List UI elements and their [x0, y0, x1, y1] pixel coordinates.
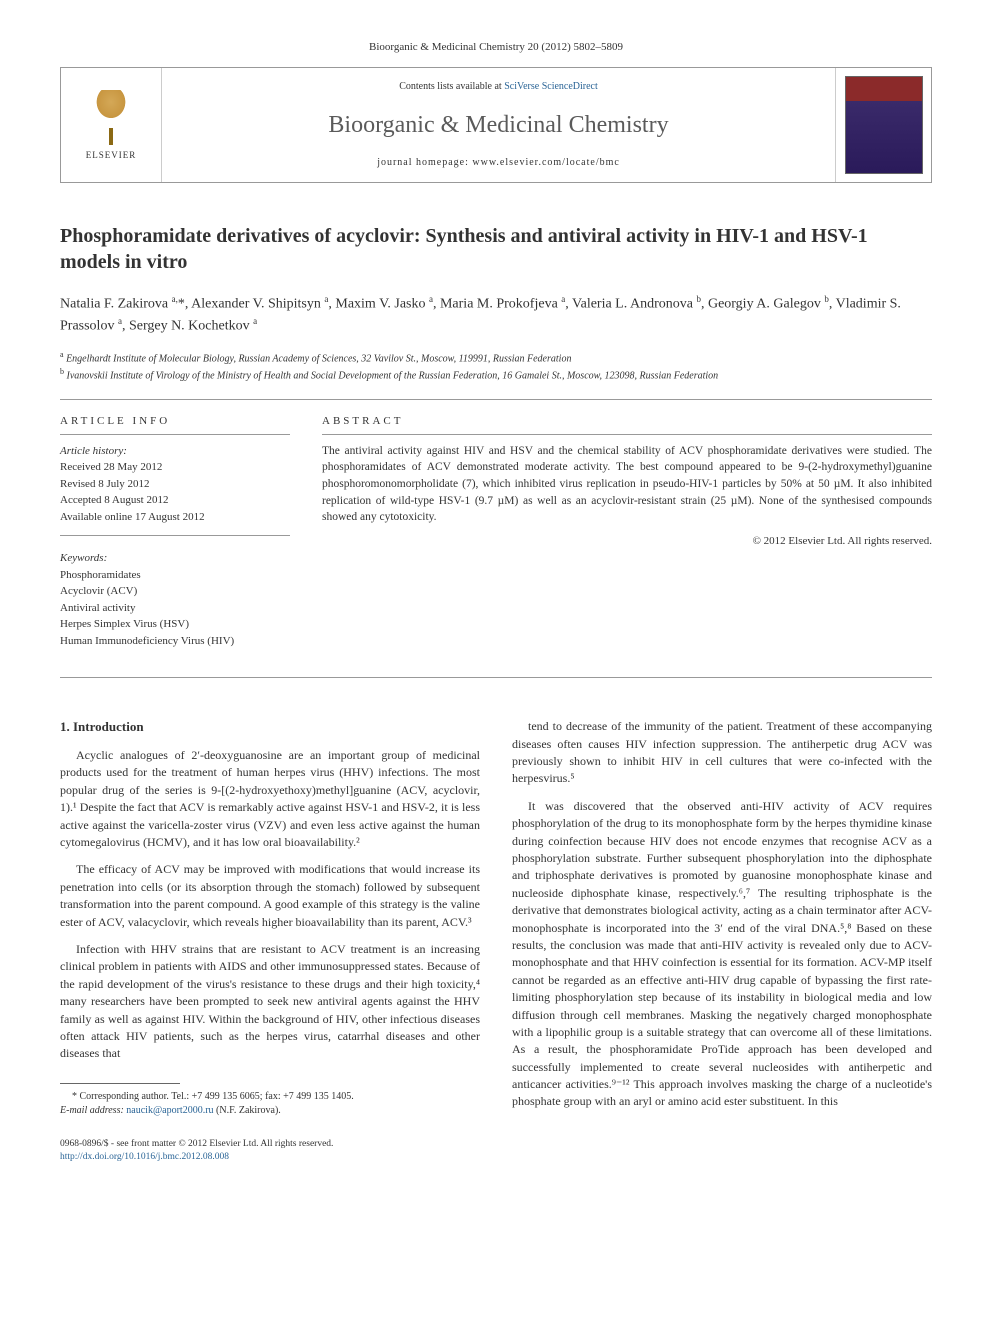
body-paragraph: Acyclic analogues of 2′-deoxyguanosine a… [60, 747, 480, 851]
keyword: Acyclovir (ACV) [60, 585, 137, 597]
abstract-column: ABSTRACT The antiviral activity against … [322, 414, 932, 649]
divider [60, 677, 932, 678]
elsevier-logo: ELSEVIER [76, 85, 146, 165]
article-info-label: ARTICLE INFO [60, 414, 290, 434]
email-label: E-mail address: [60, 1105, 124, 1116]
citation-text: Bioorganic & Medicinal Chemistry 20 (201… [369, 41, 623, 53]
journal-cover-thumbnail [845, 76, 923, 174]
history-revised: Revised 8 July 2012 [60, 478, 150, 490]
affiliation-b-text: Ivanovskii Institute of Virology of the … [67, 370, 719, 381]
keyword: Phosphoramidates [60, 569, 141, 581]
journal-cover-cell [836, 68, 931, 182]
affiliation-a: a Engelhardt Institute of Molecular Biol… [60, 349, 932, 366]
citation-line: Bioorganic & Medicinal Chemistry 20 (201… [60, 40, 932, 55]
affiliation-b: b Ivanovskii Institute of Virology of th… [60, 366, 932, 383]
article-info-column: ARTICLE INFO Article history: Received 2… [60, 414, 290, 649]
keywords-block: Keywords: Phosphoramidates Acyclovir (AC… [60, 550, 290, 649]
homepage-prefix: journal homepage: [377, 157, 472, 168]
history-accepted: Accepted 8 August 2012 [60, 494, 168, 506]
info-abstract-row: ARTICLE INFO Article history: Received 2… [60, 414, 932, 649]
corr-author-text: * Corresponding author. Tel.: +7 499 135… [72, 1091, 354, 1102]
homepage-url[interactable]: www.elsevier.com/locate/bmc [472, 157, 619, 168]
keyword: Antiviral activity [60, 602, 135, 614]
body-paragraph: Infection with HHV strains that are resi… [60, 941, 480, 1063]
publisher-name: ELSEVIER [86, 149, 137, 162]
body-columns: 1. Introduction Acyclic analogues of 2′-… [60, 718, 932, 1164]
journal-name: Bioorganic & Medicinal Chemistry [172, 109, 825, 143]
section-heading: 1. Introduction [60, 718, 480, 737]
elsevier-tree-icon [86, 90, 136, 145]
contents-available-line: Contents lists available at SciVerse Sci… [172, 80, 825, 94]
footnote-separator [60, 1083, 180, 1084]
front-matter-line: 0968-0896/$ - see front matter © 2012 El… [60, 1139, 333, 1149]
homepage-line: journal homepage: www.elsevier.com/locat… [172, 156, 825, 170]
body-paragraph: The efficacy of ACV may be improved with… [60, 861, 480, 931]
journal-header-box: ELSEVIER Contents lists available at Sci… [60, 67, 932, 183]
divider [60, 399, 932, 400]
email-link[interactable]: naucik@aport2000.ru [126, 1105, 213, 1116]
article-title: Phosphoramidate derivatives of acyclovir… [60, 223, 932, 275]
body-column-left: 1. Introduction Acyclic analogues of 2′-… [60, 718, 480, 1164]
sciencedirect-link[interactable]: SciVerse ScienceDirect [504, 81, 598, 92]
history-received: Received 28 May 2012 [60, 461, 162, 473]
contents-prefix: Contents lists available at [399, 81, 504, 92]
abstract-label: ABSTRACT [322, 414, 932, 434]
body-column-right: tend to decrease of the immunity of the … [512, 718, 932, 1164]
header-center: Contents lists available at SciVerse Sci… [161, 68, 836, 182]
keywords-label: Keywords: [60, 552, 107, 564]
history-label: Article history: [60, 445, 127, 457]
abstract-text: The antiviral activity against HIV and H… [322, 443, 932, 526]
keyword: Human Immunodeficiency Virus (HIV) [60, 635, 234, 647]
copyright-line: © 2012 Elsevier Ltd. All rights reserved… [322, 534, 932, 549]
publisher-logo-cell: ELSEVIER [61, 68, 161, 182]
article-history: Article history: Received 28 May 2012 Re… [60, 443, 290, 537]
doi-link[interactable]: http://dx.doi.org/10.1016/j.bmc.2012.08.… [60, 1152, 229, 1162]
keyword: Herpes Simplex Virus (HSV) [60, 618, 189, 630]
authors-line: Natalia F. Zakirova a,*, Alexander V. Sh… [60, 293, 932, 336]
affiliation-a-text: Engelhardt Institute of Molecular Biolog… [66, 353, 571, 364]
history-online: Available online 17 August 2012 [60, 511, 205, 523]
corresponding-author-footnote: * Corresponding author. Tel.: +7 499 135… [60, 1090, 480, 1118]
body-paragraph: tend to decrease of the immunity of the … [512, 718, 932, 788]
email-name: (N.F. Zakirova). [216, 1105, 281, 1116]
body-paragraph: It was discovered that the observed anti… [512, 798, 932, 1111]
affiliations: a Engelhardt Institute of Molecular Biol… [60, 349, 932, 384]
footer-block: 0968-0896/$ - see front matter © 2012 El… [60, 1138, 480, 1165]
